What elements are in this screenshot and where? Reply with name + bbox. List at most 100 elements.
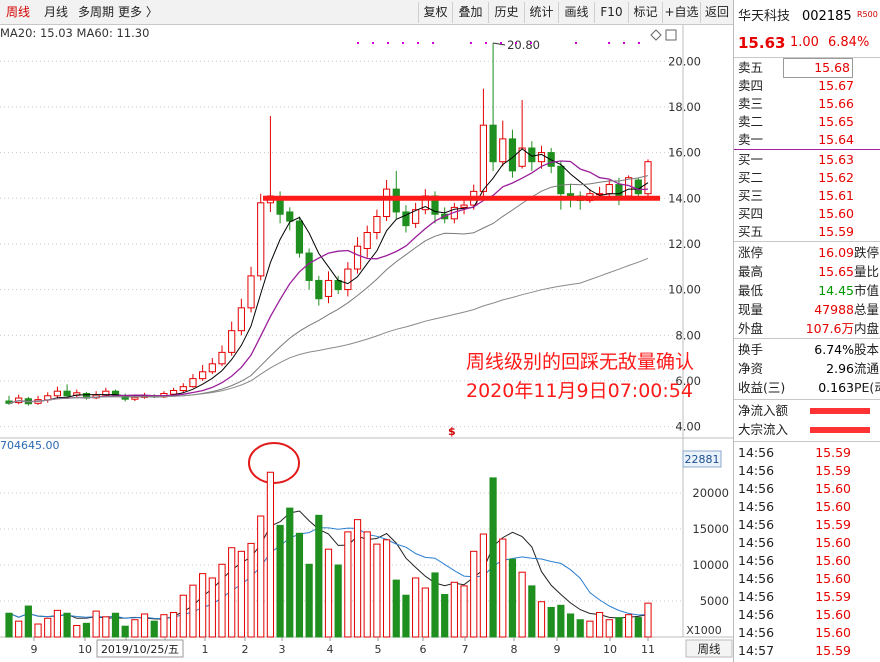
volume-bar-up <box>34 623 42 638</box>
tab-multi-period[interactable]: 多周期 <box>78 5 115 19</box>
volume-bar-down <box>508 558 517 638</box>
volume-bar-down <box>334 564 342 638</box>
candle-up <box>363 232 371 249</box>
price-tick-label: 14.00 <box>668 191 701 205</box>
volume-bar-down <box>63 612 71 638</box>
stat2-row-label: 收益(三) <box>738 380 786 395</box>
volume-tick-label: 10000 <box>692 558 729 572</box>
tick-row[interactable]: 14:56 15.59 <box>734 462 880 480</box>
volume-bar-down <box>315 514 323 638</box>
adjust-button[interactable]: 复权 <box>418 2 452 23</box>
tab-monthly[interactable]: 月线 <box>44 5 69 19</box>
signal-dot <box>623 42 625 44</box>
volume-bar-up <box>479 533 488 638</box>
tick-row[interactable]: 14:56 15.59 <box>734 516 880 534</box>
x-tick-label: 10 <box>78 643 92 656</box>
volume-tag-box <box>682 450 722 468</box>
tick-row[interactable]: 14:56 15.60 <box>734 624 880 642</box>
volume-bar-up <box>324 548 333 638</box>
stat2-row-value: 0.163 <box>818 380 854 395</box>
x-tick-label: 3 <box>279 643 286 656</box>
stat-row-label: 现量 <box>738 302 764 317</box>
stat-row-value: 107.6万 <box>805 321 854 336</box>
ask-row: 卖二 15.65 <box>734 113 880 131</box>
volume-bar-down <box>305 563 313 638</box>
footer-tab: 周线 <box>698 642 721 656</box>
bid-row-value: 15.60 <box>818 206 854 221</box>
stat-row-extra: 跌停 <box>854 245 880 260</box>
candle-up <box>324 279 333 297</box>
candle-up <box>499 138 507 163</box>
volume-bar-up <box>412 577 420 638</box>
candle-up <box>460 204 468 208</box>
volume-bar-down <box>431 572 439 638</box>
tick-row-value: 15.59 <box>815 517 851 532</box>
volume-bar-up <box>199 573 207 638</box>
stat-row-value: 15.65 <box>818 264 854 279</box>
volume-legend: 704645.00 <box>0 439 60 452</box>
overlay-button[interactable]: 叠加 <box>452 2 488 23</box>
bid-row-value: 15.59 <box>818 224 854 239</box>
draw-line-button[interactable]: 画线 <box>558 2 594 23</box>
signal-dot <box>530 42 532 44</box>
bid-row: 买二 15.62 <box>734 169 880 187</box>
candle-up <box>208 363 216 373</box>
candle-down <box>305 252 313 281</box>
tick-row[interactable]: 14:56 15.60 <box>734 480 880 498</box>
bid-row-label: 买五 <box>738 224 764 239</box>
candle-down <box>63 390 71 397</box>
stat2-row: 净资 2.96 流通 <box>734 360 880 378</box>
ma60-line <box>8 257 649 404</box>
flow-bar <box>810 427 870 433</box>
candle-up <box>382 188 391 218</box>
tab-weekly[interactable]: 周线 <box>6 5 31 19</box>
mark-button[interactable]: 标记 <box>628 2 662 23</box>
stat-row-label: 外盘 <box>738 321 764 336</box>
tick-row[interactable]: 14:56 15.60 <box>734 534 880 552</box>
history-button[interactable]: 历史 <box>488 2 524 23</box>
stat2-row-extra: 股本 <box>854 342 880 357</box>
ask-row-label: 卖四 <box>738 78 764 93</box>
x-tick-label: 4 <box>327 643 334 656</box>
tick-row-value: 15.59 <box>815 463 851 478</box>
tick-row[interactable]: 14:56 15.60 <box>734 570 880 588</box>
volume-bar-down <box>441 594 449 638</box>
kline-chart[interactable]: 20.80$ 20.0018.0016.0014.0012.0010.008.0… <box>0 25 733 662</box>
candle-down <box>402 211 410 227</box>
stat2-row-extra: PE(动 <box>854 380 880 395</box>
price-summary: 15.63 1.00 6.84% <box>734 32 880 54</box>
volume-bar-down <box>547 606 555 638</box>
tick-row[interactable]: 14:56 15.60 <box>734 606 880 624</box>
signal-dot <box>372 42 374 44</box>
tick-row-label: 14:56 <box>738 481 775 496</box>
tick-row[interactable]: 14:56 15.60 <box>734 552 880 570</box>
ma10-line <box>8 160 649 404</box>
back-button[interactable]: 返回 <box>700 2 733 23</box>
tick-row[interactable]: 14:56 15.59 <box>734 588 880 606</box>
candle-down <box>634 179 642 195</box>
candle-up <box>237 307 245 332</box>
footer-tab-box <box>685 639 733 658</box>
tick-row[interactable]: 14:56 15.60 <box>734 498 880 516</box>
dollar-marker: $ <box>448 425 456 438</box>
x-tick-label: 7 <box>462 643 469 656</box>
tab-more[interactable]: 更多 〉 <box>118 5 158 19</box>
tick-row[interactable]: 14:57 15.59 <box>734 642 880 660</box>
stock-name: 华天科技 <box>738 9 791 24</box>
stats-button[interactable]: 统计 <box>524 2 558 23</box>
price-tick-label: 4.00 <box>675 420 701 434</box>
tick-row-label: 14:56 <box>738 571 775 586</box>
cursor-date-box <box>96 639 184 658</box>
tick-row[interactable]: 14:56 15.59 <box>734 444 880 462</box>
add-watchlist-button[interactable]: +自选 <box>662 2 700 23</box>
volume-bar-down <box>557 604 565 638</box>
tick-row-value: 15.59 <box>815 589 851 604</box>
f10-button[interactable]: F10 <box>594 2 628 23</box>
candle-up <box>373 216 381 233</box>
ask-row-value: 15.64 <box>818 132 854 147</box>
volume-bars <box>5 471 652 638</box>
candle-up <box>605 184 613 195</box>
last-price: 15.63 <box>738 34 786 52</box>
candle-down <box>315 279 323 300</box>
ask-row: 卖一 15.64 <box>734 131 880 149</box>
